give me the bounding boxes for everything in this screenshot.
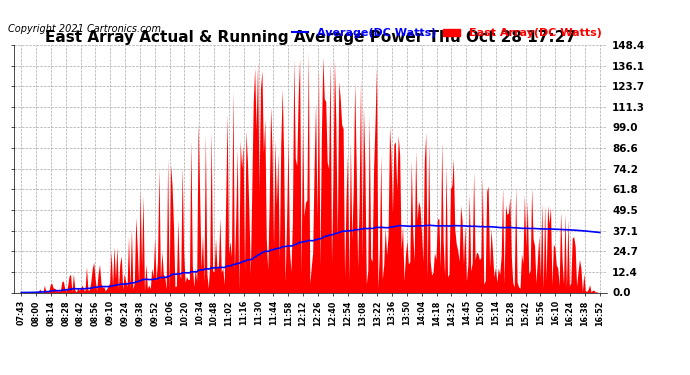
Legend: Average(DC Watts), East Array(DC Watts): Average(DC Watts), East Array(DC Watts) [292, 28, 602, 38]
Text: Copyright 2021 Cartronics.com: Copyright 2021 Cartronics.com [8, 24, 161, 34]
Title: East Array Actual & Running Average Power Thu Oct 28 17:27: East Array Actual & Running Average Powe… [45, 30, 576, 45]
